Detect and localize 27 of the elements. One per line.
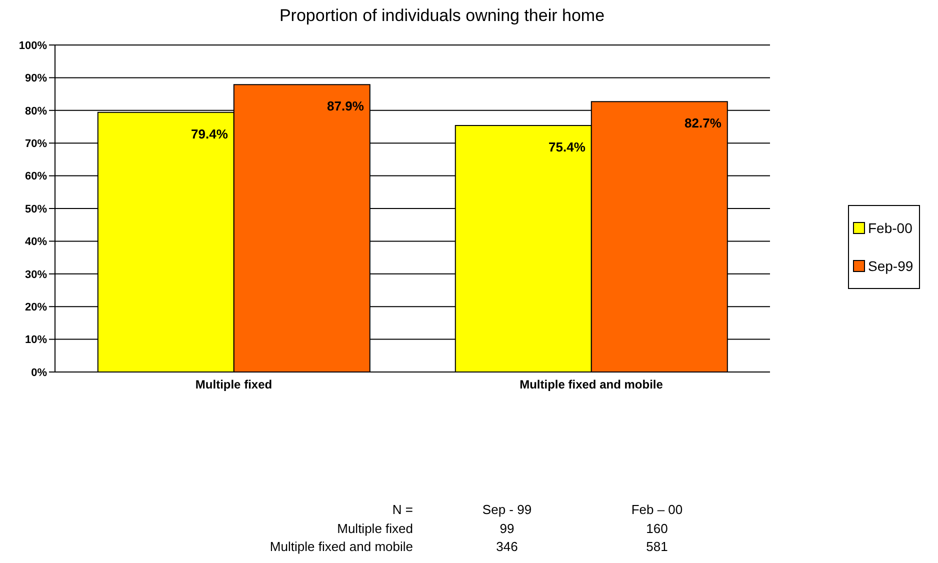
text: N = <box>392 502 413 517</box>
y-tick-label: 70% <box>24 138 48 150</box>
text: 346 <box>495 539 519 554</box>
y-tick-label: 100% <box>18 40 48 52</box>
text: 99 <box>498 520 516 536</box>
data-label: 79.4% <box>191 126 228 142</box>
y-tick-label: 90% <box>24 72 48 85</box>
chart-title: Proportion of individuals owning their home <box>278 6 606 26</box>
text: 160 <box>645 520 669 536</box>
text: Multiple fixed <box>337 520 413 536</box>
y-tick-label: 60% <box>24 170 48 183</box>
y-tick-label: 50% <box>24 203 48 216</box>
y-tick-label: 30% <box>24 268 48 281</box>
legend-label: Sep-99 <box>868 258 914 274</box>
text: Sep - 99 <box>481 502 533 517</box>
text: Feb – 00 <box>630 502 684 517</box>
data-label: 75.4% <box>548 139 586 154</box>
data-label: 87.9% <box>327 98 364 114</box>
legend-label: Feb-00 <box>868 220 912 236</box>
y-tick-label: 80% <box>24 105 48 118</box>
text: 581 <box>645 539 669 554</box>
y-tick-label: 40% <box>24 236 48 248</box>
y-tick-label: 20% <box>24 302 48 314</box>
text: Multiple fixed and mobile <box>270 539 413 554</box>
data-label: 82.7% <box>684 116 722 131</box>
y-tick-label: 10% <box>24 334 48 346</box>
y-tick-label: 0% <box>31 366 48 379</box>
